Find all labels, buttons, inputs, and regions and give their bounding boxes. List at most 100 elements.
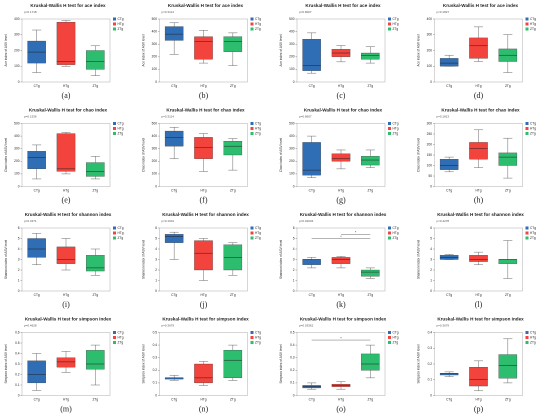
legend-label: ZTg	[393, 131, 399, 135]
plot-frame	[296, 123, 386, 187]
box	[56, 357, 76, 368]
y-axis-label: Chao index of ASV level	[416, 138, 420, 172]
legend-swatch	[388, 226, 391, 230]
plot-frame	[21, 123, 111, 187]
box	[164, 234, 184, 243]
legend-label: ZTg	[530, 340, 536, 344]
y-tick-label: 0	[18, 289, 20, 293]
x-tick-label: ZTg	[367, 293, 373, 297]
y-tick-label: 6	[293, 226, 295, 230]
y-tick-label: 500	[152, 17, 158, 21]
p-value: p=0.3114	[162, 10, 175, 14]
y-tick-label: 0.3	[153, 356, 158, 360]
panel-title: Kruskal-Wallis H test for shannon index	[300, 212, 387, 217]
legend-label: ZTg	[393, 27, 399, 31]
box	[361, 156, 380, 166]
significance-label: *	[340, 235, 342, 239]
y-tick-label: 4	[293, 247, 295, 251]
y-tick-label: 4	[18, 247, 20, 251]
x-tick-label: ZTg	[92, 293, 98, 297]
y-tick-label: 100	[14, 172, 20, 176]
legend-label: HTg	[530, 335, 536, 339]
y-tick-label: 200	[427, 142, 433, 146]
legend-swatch	[113, 22, 116, 26]
x-tick-label: ZTg	[505, 188, 511, 192]
legend-swatch	[525, 336, 529, 339]
legend-swatch	[113, 236, 116, 240]
legend-label: CTg	[530, 121, 536, 125]
panel-label: (n)	[199, 404, 209, 413]
x-tick-label: CTg	[446, 188, 452, 192]
legend-swatch	[113, 122, 116, 125]
box	[302, 142, 321, 176]
y-tick-label: 400	[427, 17, 433, 21]
y-tick-label: 0.4	[428, 330, 433, 334]
x-tick-label: HTg	[475, 188, 481, 192]
y-tick-label: 3	[293, 257, 295, 261]
legend-label: HTg	[530, 126, 536, 130]
legend-swatch	[113, 231, 116, 235]
y-tick-label: 0	[293, 289, 295, 293]
legend-swatch	[388, 132, 391, 135]
p-value: p=0.4628	[24, 323, 37, 327]
y-tick-label: 3	[430, 257, 432, 261]
y-tick-label: 0	[155, 393, 157, 397]
panel-label: (c)	[337, 91, 346, 100]
box	[498, 152, 518, 166]
y-tick-label: 1	[155, 278, 157, 282]
box	[469, 255, 488, 262]
y-tick-label: 100	[14, 64, 20, 68]
box	[302, 39, 321, 71]
y-tick-label: 0.3	[15, 362, 20, 366]
legend-swatch	[525, 231, 529, 235]
box	[194, 363, 213, 384]
x-tick-label: ZTg	[92, 188, 98, 192]
box	[223, 140, 243, 156]
plot-frame	[159, 123, 248, 187]
x-tick-label: HTg	[338, 188, 344, 192]
p-value: p=0.8007	[299, 10, 312, 14]
box	[194, 137, 213, 159]
panel: Kruskal-Wallis H test for shannon index p…	[279, 212, 399, 309]
y-axis-label: Ace index of ASV level	[141, 34, 145, 66]
x-tick-label: HTg	[338, 293, 344, 297]
y-tick-label: 0.1	[428, 378, 433, 382]
y-tick-label: 250	[427, 132, 433, 136]
x-tick-label: CTg	[309, 397, 315, 401]
p-value: p=0.8607	[299, 114, 312, 118]
legend-label: HTg	[118, 22, 124, 26]
y-tick-label: 300	[289, 42, 295, 46]
legend-label: ZTg	[530, 131, 536, 135]
plot-frame	[296, 18, 386, 83]
p-value: p=0.1827	[437, 10, 450, 14]
panel: Kruskal-Wallis H test for ace index p=0.8…	[279, 3, 399, 100]
box	[27, 151, 46, 170]
legend-swatch	[113, 341, 116, 344]
legend-swatch	[250, 127, 254, 130]
y-tick-label: 1	[18, 278, 20, 282]
legend-label: CTg	[255, 121, 261, 125]
y-tick-label: 2	[155, 268, 157, 272]
legend-swatch	[113, 132, 116, 135]
y-tick-label: 3	[18, 257, 20, 261]
box	[469, 366, 488, 387]
x-tick-label: ZTg	[230, 293, 236, 297]
legend-label: CTg	[118, 330, 124, 334]
p-value: p=0.3114	[162, 114, 175, 118]
y-tick-label: 400	[289, 29, 295, 33]
y-tick-label: 100	[152, 172, 158, 176]
legend-label: HTg	[255, 22, 261, 26]
box	[439, 159, 459, 170]
panel-label: (f)	[200, 195, 208, 204]
panel-title: Kruskal-Wallis H test for simpson index	[300, 317, 387, 322]
y-axis-label: Chao index of ASV level	[141, 138, 145, 172]
box	[331, 153, 351, 162]
y-axis-label: Simpson index of ASV level	[416, 344, 420, 383]
y-tick-label: 2	[430, 268, 432, 272]
y-tick-label: 300	[152, 147, 158, 151]
legend-label: HTg	[255, 231, 261, 235]
box	[56, 21, 76, 65]
p-value: p=0.3679	[162, 323, 175, 327]
p-value: p=0.3679	[437, 323, 450, 327]
panel: Kruskal-Wallis H test for chao indexp=0.…	[4, 108, 124, 205]
